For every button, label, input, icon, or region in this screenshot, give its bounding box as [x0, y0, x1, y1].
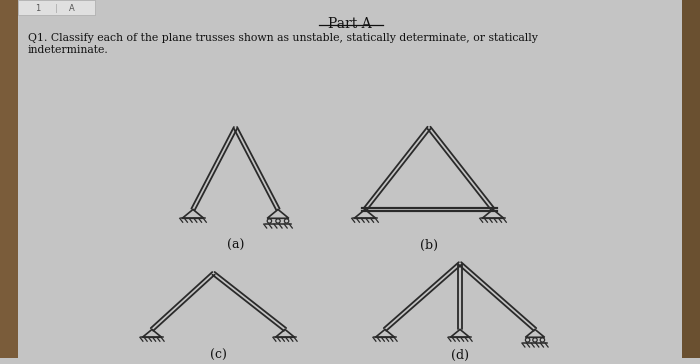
- Text: Part A: Part A: [328, 17, 372, 31]
- Text: 1: 1: [36, 4, 41, 13]
- Text: (c): (c): [210, 349, 227, 362]
- Polygon shape: [18, 0, 95, 15]
- Text: Q1. Classify each of the plane trusses shown as unstable, statically determinate: Q1. Classify each of the plane trusses s…: [28, 33, 538, 55]
- Polygon shape: [0, 0, 18, 358]
- Polygon shape: [682, 0, 700, 358]
- Text: (a): (a): [227, 239, 244, 252]
- Text: (b): (b): [420, 239, 438, 252]
- Text: A: A: [69, 4, 75, 13]
- Text: (d): (d): [451, 349, 469, 362]
- Text: |: |: [55, 4, 57, 13]
